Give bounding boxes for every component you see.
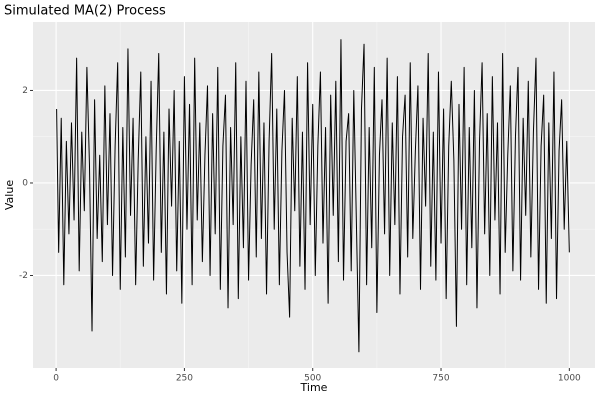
x-tick-label: 250 (176, 374, 193, 384)
chart-title: Simulated MA(2) Process (4, 4, 166, 19)
x-tick-label: 500 (304, 374, 321, 384)
x-tick-label: 0 (53, 374, 59, 384)
x-tick-label: 750 (432, 374, 449, 384)
x-axis-title: Time (300, 381, 328, 394)
series-line (56, 39, 570, 353)
x-tick-label: 1000 (558, 374, 581, 384)
y-tick-label: 2 (22, 86, 28, 96)
y-axis-title: Value (3, 180, 16, 210)
y-tick-label: -2 (19, 271, 28, 281)
y-tick-label: 0 (22, 178, 28, 188)
